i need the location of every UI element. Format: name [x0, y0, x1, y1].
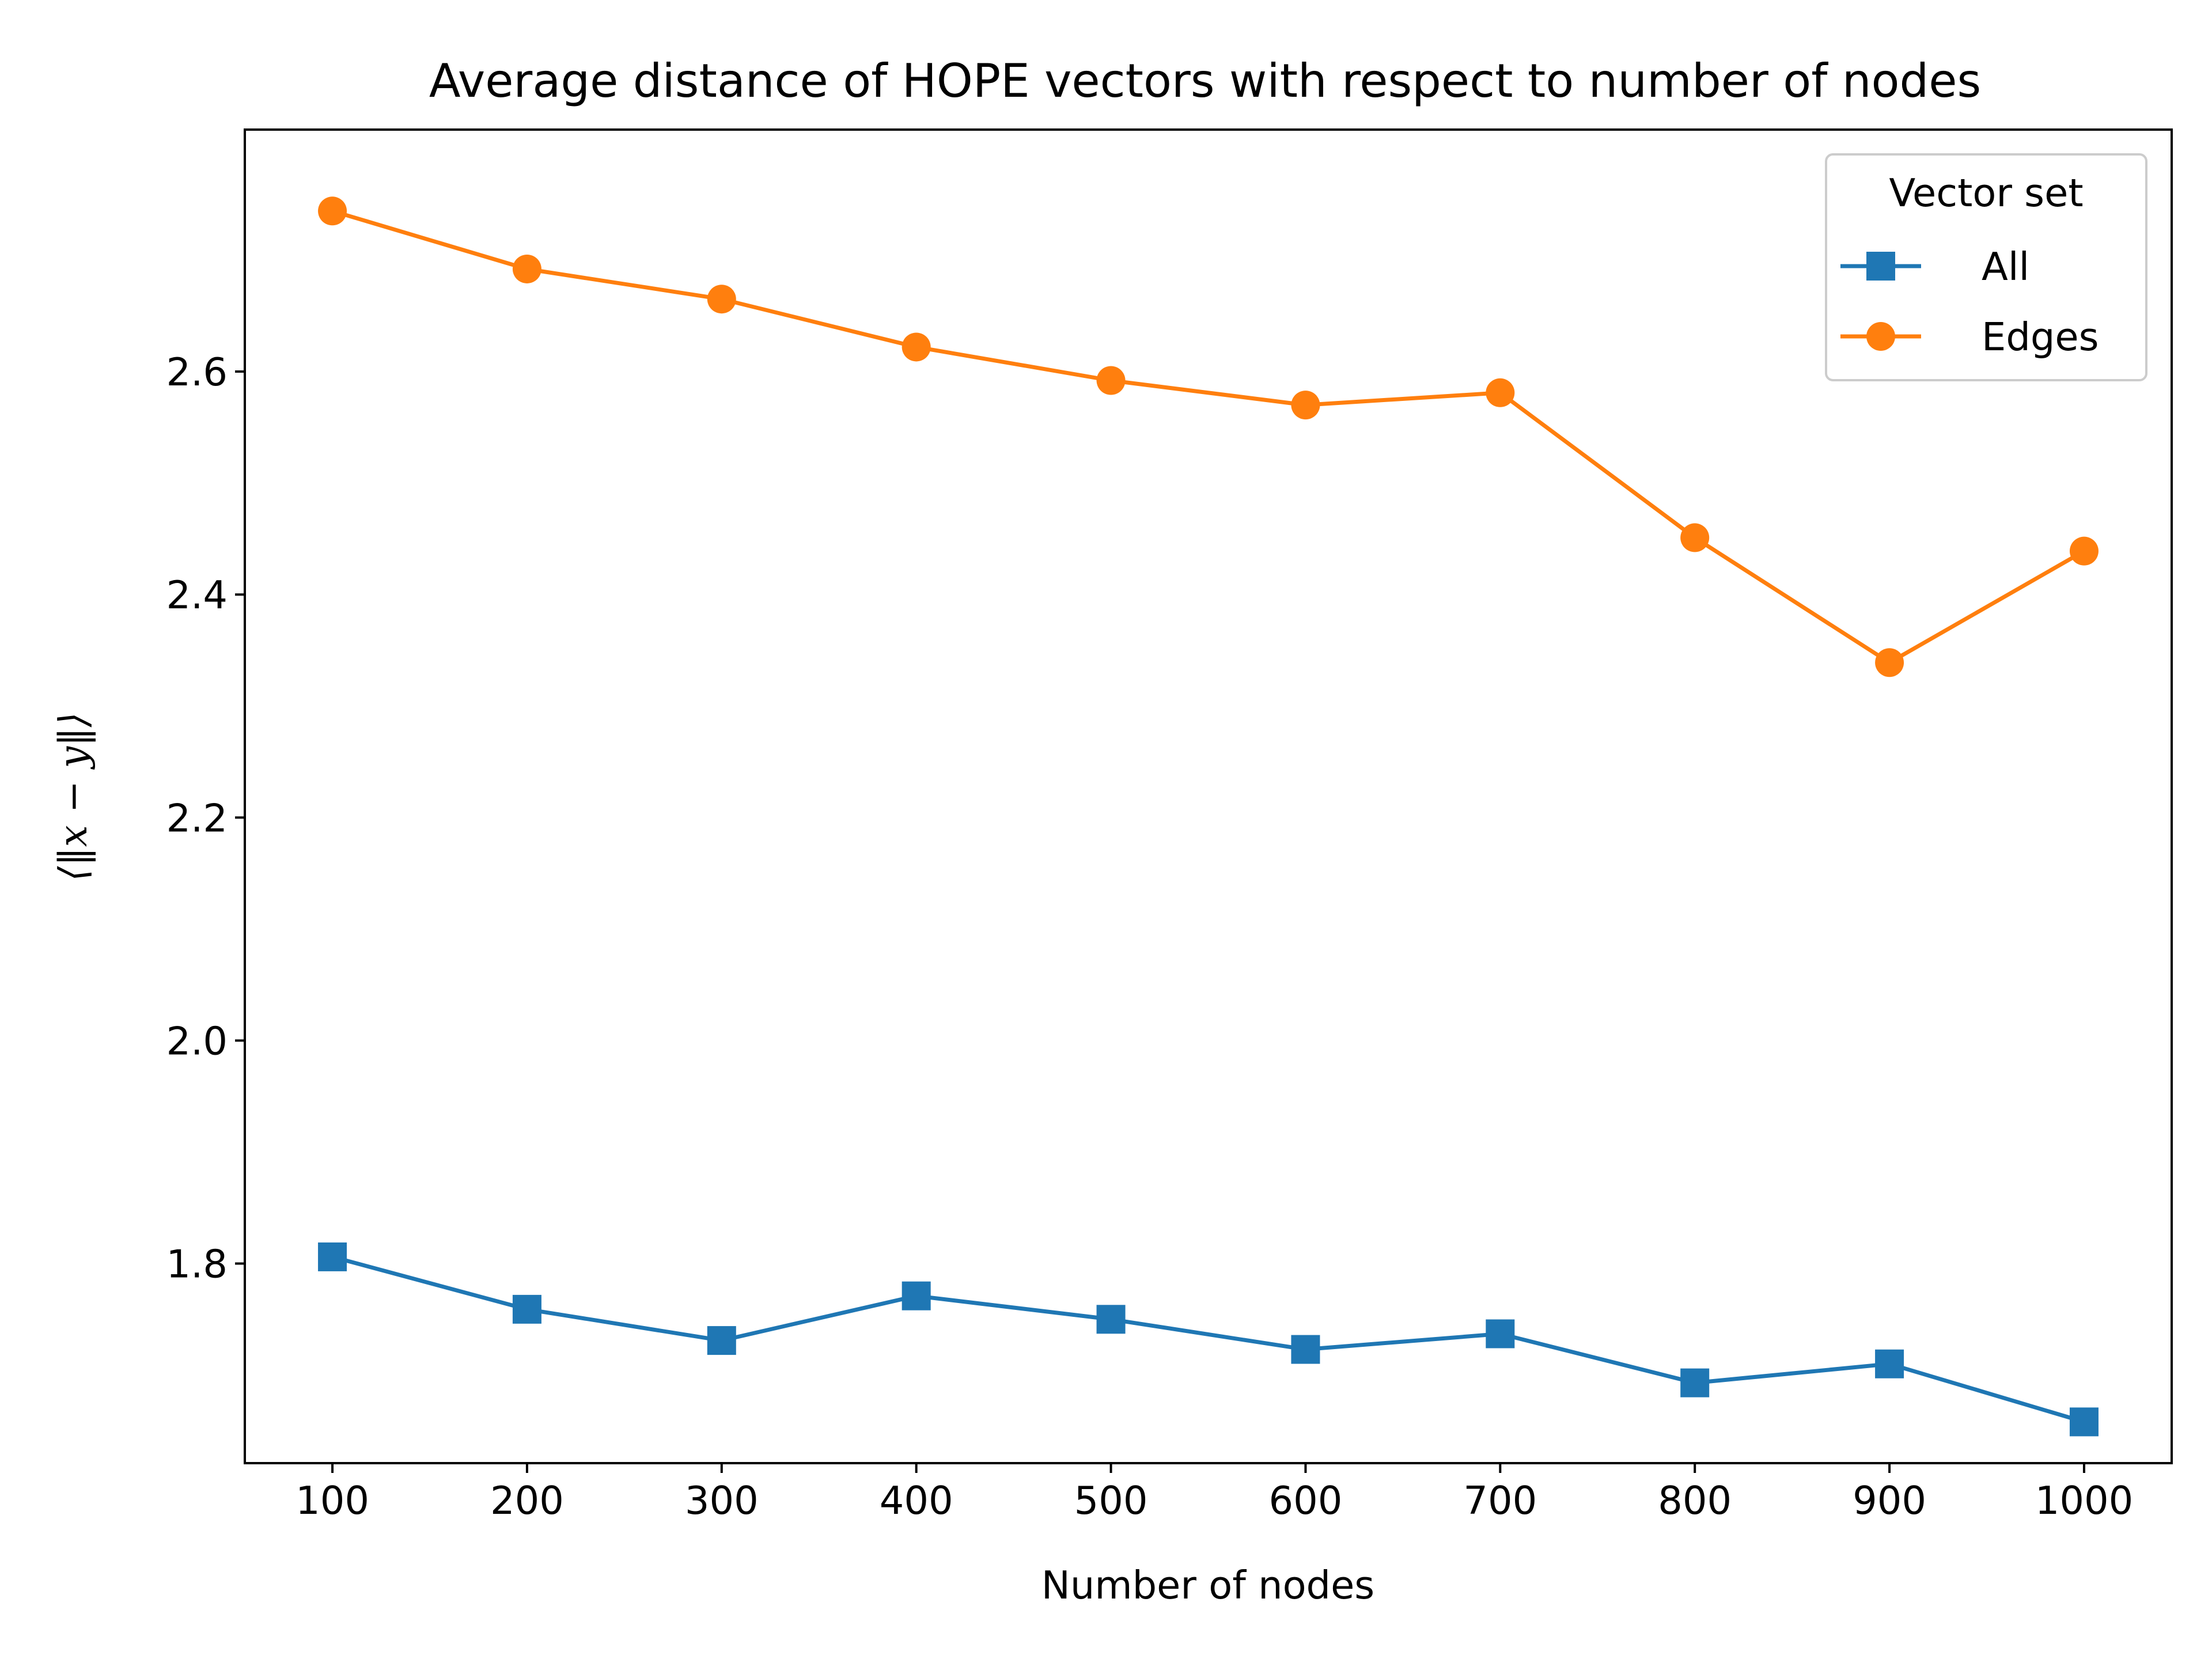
legend-entries: All Edges	[1840, 244, 2099, 359]
x-tick-label: 600	[1268, 1478, 1342, 1523]
series-all-point	[318, 1242, 347, 1271]
x-tick-label: 800	[1658, 1478, 1732, 1523]
series-all-point	[1486, 1319, 1515, 1349]
series-all-point	[902, 1281, 931, 1310]
series-edges	[318, 196, 2099, 677]
series-all-point	[1875, 1349, 1904, 1378]
series-edges-point	[902, 332, 931, 362]
series-all-point	[2069, 1407, 2099, 1437]
legend-swatch-marker	[1866, 322, 1895, 351]
series-all-line	[330, 1255, 2086, 1424]
x-tick-label: 400	[880, 1478, 953, 1523]
series-all-point	[1291, 1335, 1320, 1364]
y-tick-label: 1.8	[166, 1242, 228, 1287]
legend-item-all: All	[1840, 244, 2029, 289]
legend-box	[1825, 153, 2147, 381]
y-tick-label: 2.4	[166, 573, 228, 618]
x-axis: 100 200 300 400 500 600 700 800 900 1000	[296, 1463, 2133, 1523]
series-edges-point	[512, 254, 541, 283]
legend-label: All	[1982, 244, 2029, 289]
x-tick-label: 500	[1074, 1478, 1148, 1523]
series-edges-point	[2069, 536, 2099, 566]
x-axis-label: Number of nodes	[1041, 1563, 1374, 1608]
x-tick-label: 200	[490, 1478, 564, 1523]
series-all-point	[512, 1294, 541, 1324]
series-edges-line	[330, 209, 2086, 665]
y-tick-label: 2.0	[166, 1018, 228, 1063]
legend-title: Vector set	[1889, 171, 2083, 215]
y-axis: 1.8 2.0 2.2 2.4 2.6	[166, 350, 245, 1287]
y-tick-label: 2.6	[166, 350, 228, 395]
series-edges-point	[707, 285, 736, 314]
series-all-point	[1680, 1368, 1710, 1397]
x-tick-label: 1000	[2035, 1478, 2134, 1523]
series-all	[318, 1242, 2099, 1437]
chart-title: Average distance of HOPE vectors with re…	[429, 54, 1981, 108]
series-all-point	[707, 1326, 736, 1355]
legend-label: Edges	[1982, 315, 2099, 359]
series-edges-point	[1096, 366, 1126, 395]
series-edges-point	[1875, 648, 1904, 677]
legend: Vector set All Edges	[1825, 153, 2147, 381]
series-edges-point	[318, 196, 347, 226]
x-tick-label: 100	[296, 1478, 369, 1523]
x-tick-label: 700	[1463, 1478, 1537, 1523]
x-tick-label: 900	[1853, 1478, 1926, 1523]
series-layer	[318, 196, 2099, 1437]
y-tick-label: 2.2	[166, 796, 228, 840]
series-all-point	[1096, 1305, 1126, 1334]
x-tick-label: 300	[685, 1478, 759, 1523]
y-axis-label: ⟨‖x − y‖⟩	[51, 712, 96, 881]
series-edges-point	[1486, 378, 1515, 407]
series-edges-point	[1680, 523, 1710, 552]
legend-item-edges: Edges	[1840, 315, 2099, 359]
legend-swatch-marker	[1866, 252, 1895, 281]
series-edges-point	[1291, 391, 1320, 420]
